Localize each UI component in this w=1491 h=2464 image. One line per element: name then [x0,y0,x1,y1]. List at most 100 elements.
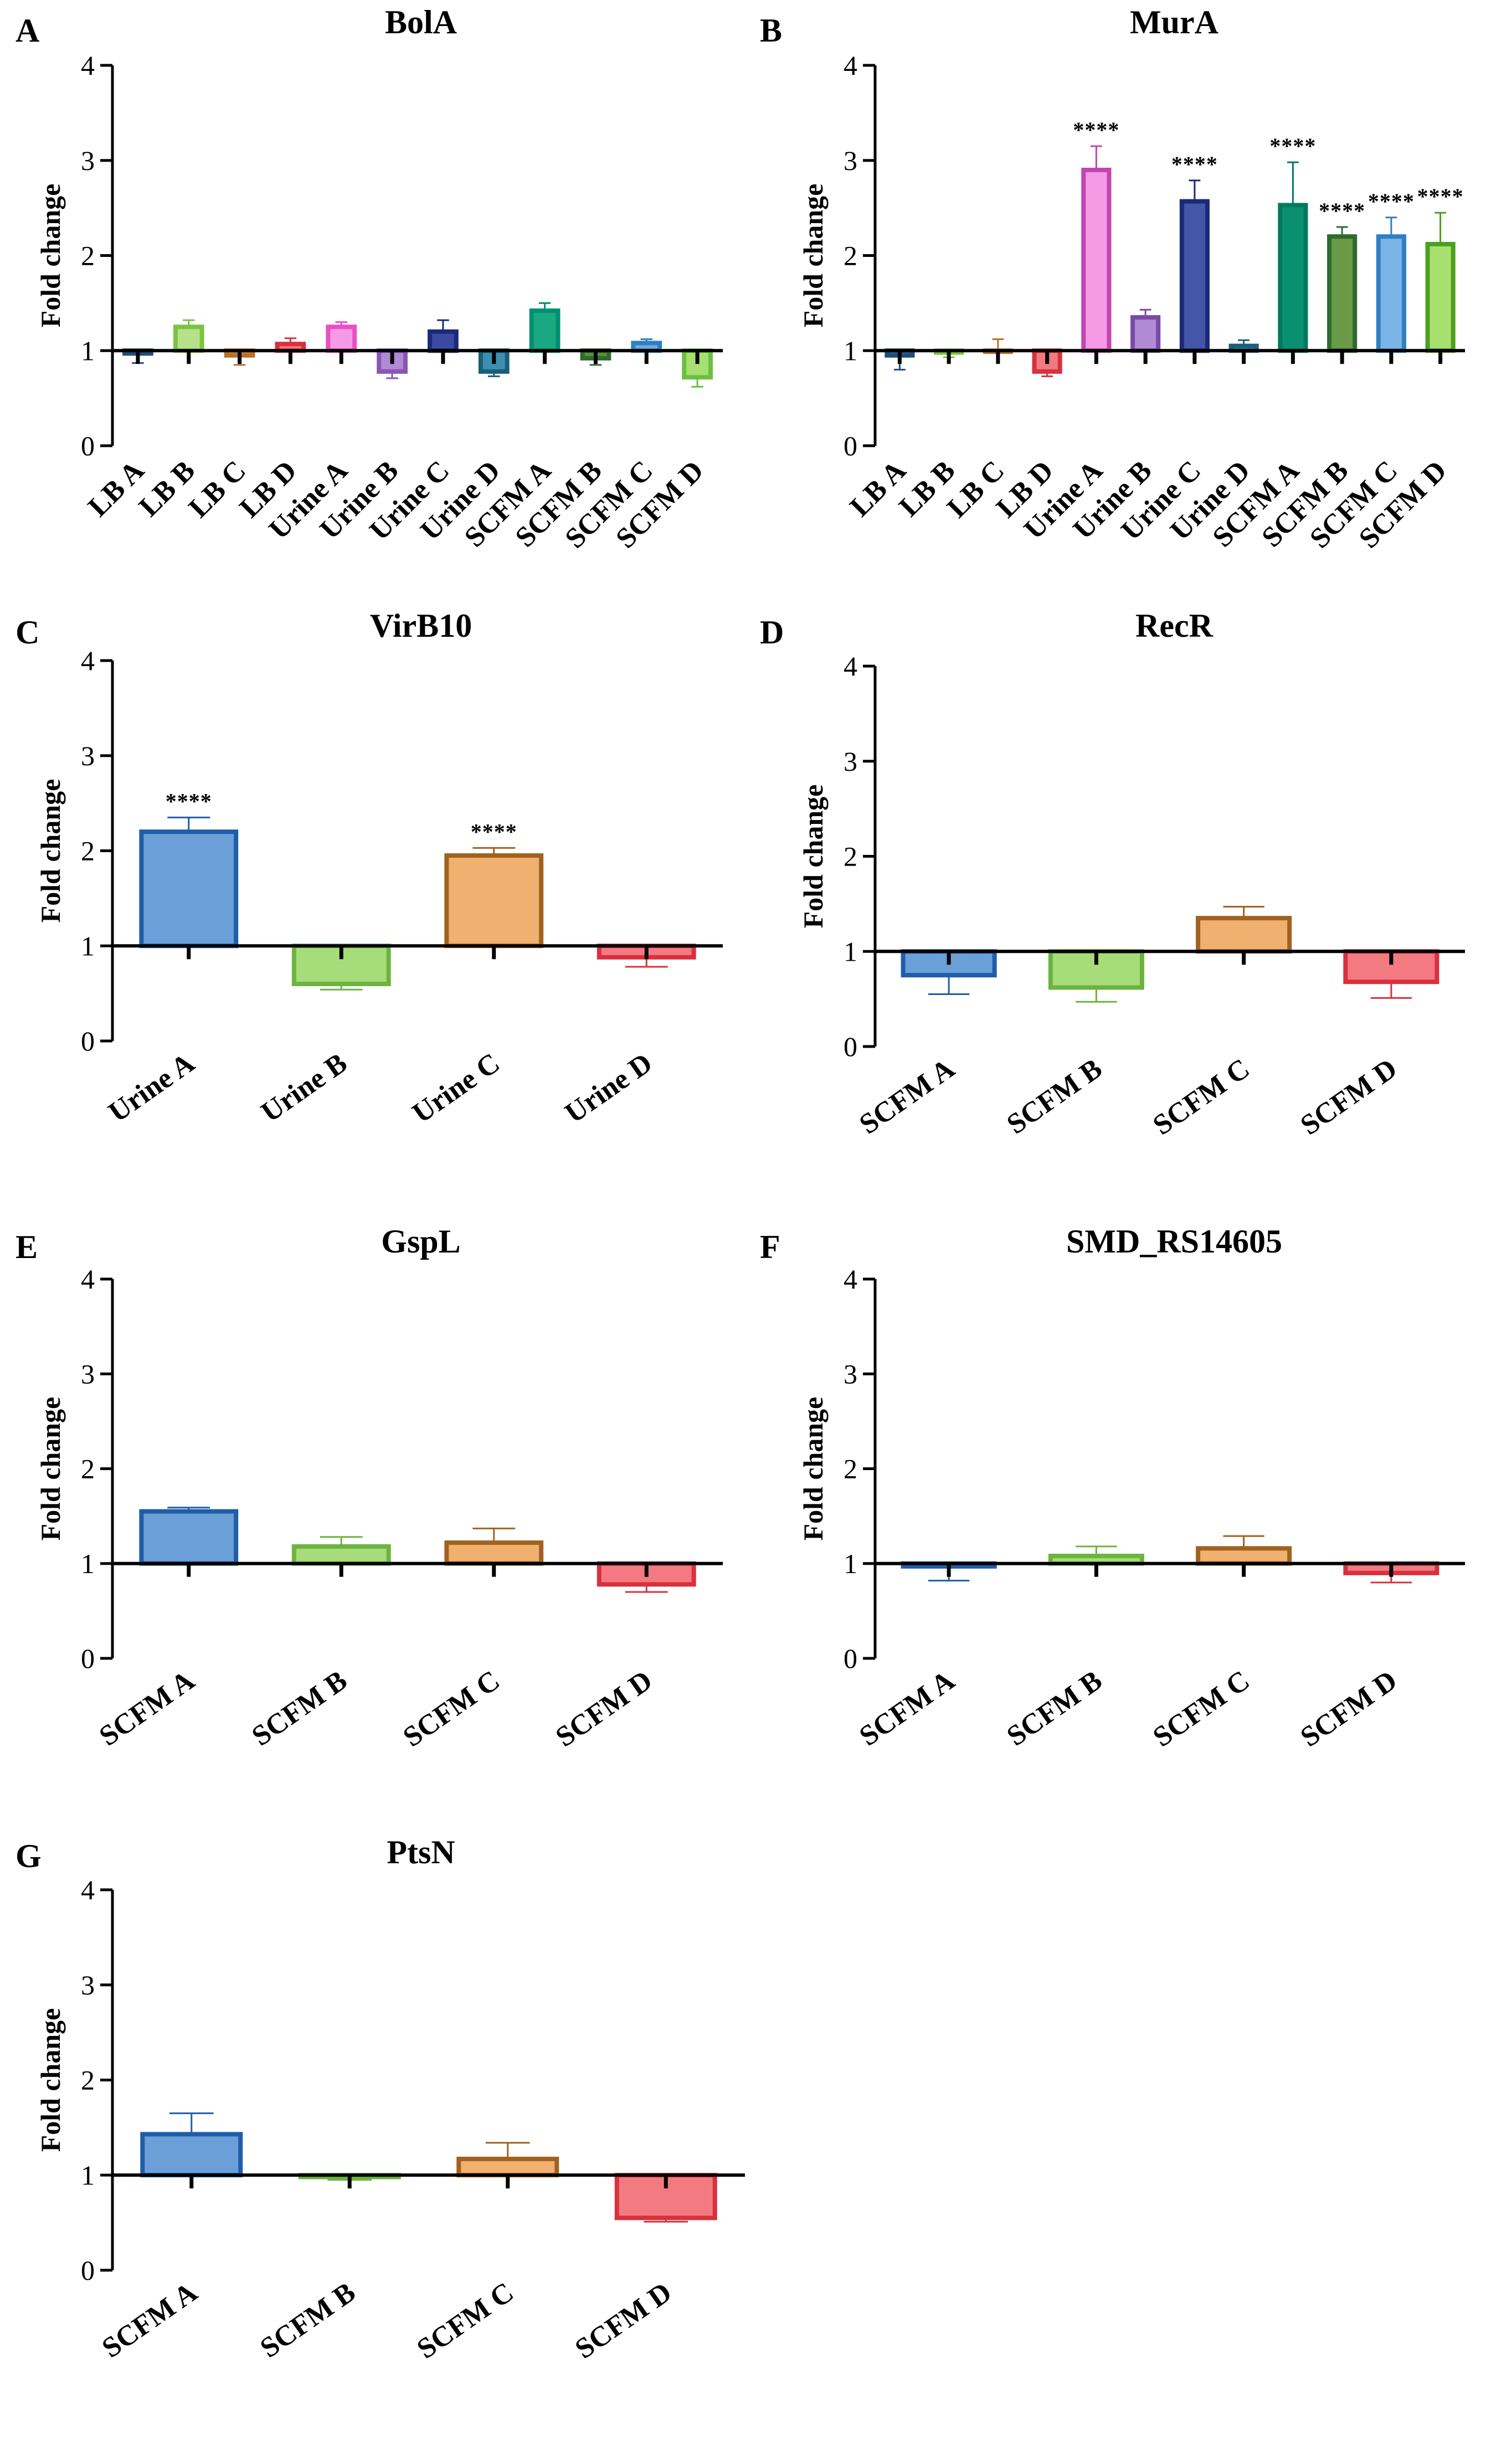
significance-label: **** [1171,152,1218,177]
y-tick-label: 2 [844,841,857,872]
panel-letter: F [760,1229,780,1265]
x-tick-label: Urine B [255,1047,353,1128]
y-tick-label: 0 [81,1025,95,1056]
chart-panel-f: F SMD_RS14605 0 1 2 3 4 Fold change SCFM A SCFM B… [760,1223,1465,1753]
x-tick-label: SCFM D [550,1664,658,1753]
y-tick-label: 4 [844,651,857,682]
x-tick-label: LB B [893,455,962,523]
y-tick-label: 1 [844,936,857,967]
bar [428,329,459,353]
y-tick-label: 0 [81,2255,95,2286]
y-tick-label: 2 [81,240,95,271]
bar [1376,234,1406,353]
bar [529,308,561,353]
y-tick-label: 1 [81,930,95,961]
x-tick-label: SCFM A [854,1664,961,1752]
bar [1179,199,1210,353]
bar [326,324,357,353]
x-tick-label: SCFM B [1001,1664,1108,1752]
panel-letter: G [16,1838,42,1874]
y-axis-title: Fold change [798,785,829,929]
chart-panel-d: D RecR 0 1 2 3 4 Fold change SCFM A SCFM B SCFM C S… [760,607,1465,1141]
panel-letter: A [16,12,39,49]
significance-label: **** [1417,184,1464,209]
chart-title: MurA [1130,4,1218,40]
chart-title: SMD_RS14605 [1066,1223,1282,1260]
x-tick-label: LB C [941,455,1010,524]
y-tick-label: 0 [81,430,95,461]
y-tick-label: 4 [844,1264,857,1295]
y-tick-label: 4 [81,645,95,676]
x-tick-label: Urine C [407,1047,505,1130]
bar [1081,167,1112,353]
y-tick-label: 1 [844,335,857,366]
significance-label: **** [166,788,212,813]
y-tick-label: 2 [81,2065,95,2096]
chart-title: VirB10 [370,607,472,644]
y-tick-label: 4 [81,1264,95,1295]
bar [1425,241,1456,353]
bar [139,1509,239,1566]
y-tick-label: 1 [844,1548,857,1579]
y-axis-title: Fold change [35,779,66,923]
y-tick-label: 3 [81,1970,95,2001]
bar [173,324,204,353]
x-tick-label: SCFM B [1001,1053,1108,1141]
y-axis-title: Fold change [35,2008,66,2152]
bar [139,829,239,949]
panel-letter: B [760,12,782,49]
y-tick-label: 1 [81,2159,95,2190]
y-axis-title: Fold change [35,184,66,328]
chart-panel-g: G PtsN 0 1 2 3 4 Fold change SCFM A SCFM B SCFM C S… [16,1834,745,2365]
panel-letter: D [760,614,784,651]
x-tick-label: LB B [133,455,201,523]
x-tick-label: SCFM A [94,1664,200,1752]
y-tick-label: 2 [81,1453,95,1484]
bar [444,1540,544,1566]
x-tick-label: SCFM C [398,1664,506,1753]
significance-label: **** [1368,189,1415,214]
panel-letter: C [16,614,39,651]
y-tick-label: 0 [844,1031,857,1062]
y-tick-label: 4 [844,50,857,81]
y-tick-label: 0 [81,1643,95,1674]
bar [456,2157,559,2178]
bar [1327,234,1358,353]
y-axis-title: Fold change [798,184,829,328]
significance-label: **** [1269,133,1316,158]
y-tick-label: 1 [81,1548,95,1579]
chart-title: BolA [385,4,457,40]
bar [1196,916,1292,954]
x-tick-label: SCFM D [1295,1664,1403,1753]
x-tick-label: SCFM A [96,2276,203,2364]
y-tick-label: 3 [844,145,857,176]
x-tick-label: SCFM B [246,1664,353,1752]
x-tick-label: LB A [82,455,150,523]
x-tick-label: LB A [844,455,912,523]
y-tick-label: 4 [81,1874,95,1905]
chart-title: GspL [381,1223,460,1260]
y-tick-label: 3 [81,740,95,771]
y-tick-label: 0 [844,1643,857,1674]
chart-title: RecR [1135,607,1214,644]
x-tick-label: SCFM B [255,2276,361,2364]
x-tick-label: Urine D [559,1047,658,1130]
x-tick-label: SCFM A [854,1053,961,1141]
y-axis-title: Fold change [35,1397,66,1541]
y-tick-label: 3 [81,1358,95,1389]
x-tick-label: SCFM D [569,2276,677,2365]
y-tick-label: 0 [844,430,857,461]
chart-title: PtsN [387,1834,455,1870]
y-tick-label: 3 [844,746,857,777]
bar [1130,315,1161,353]
y-tick-label: 2 [81,836,95,867]
x-tick-label: SCFM C [412,2276,520,2365]
y-tick-label: 3 [81,145,95,176]
chart-panel-e: E GspL 0 1 2 3 4 Fold change SCFM A SCFM B SCFM C S… [16,1223,723,1753]
x-tick-label: SCFM C [1148,1053,1256,1141]
bar [444,853,544,949]
y-axis-title: Fold change [798,1397,829,1541]
